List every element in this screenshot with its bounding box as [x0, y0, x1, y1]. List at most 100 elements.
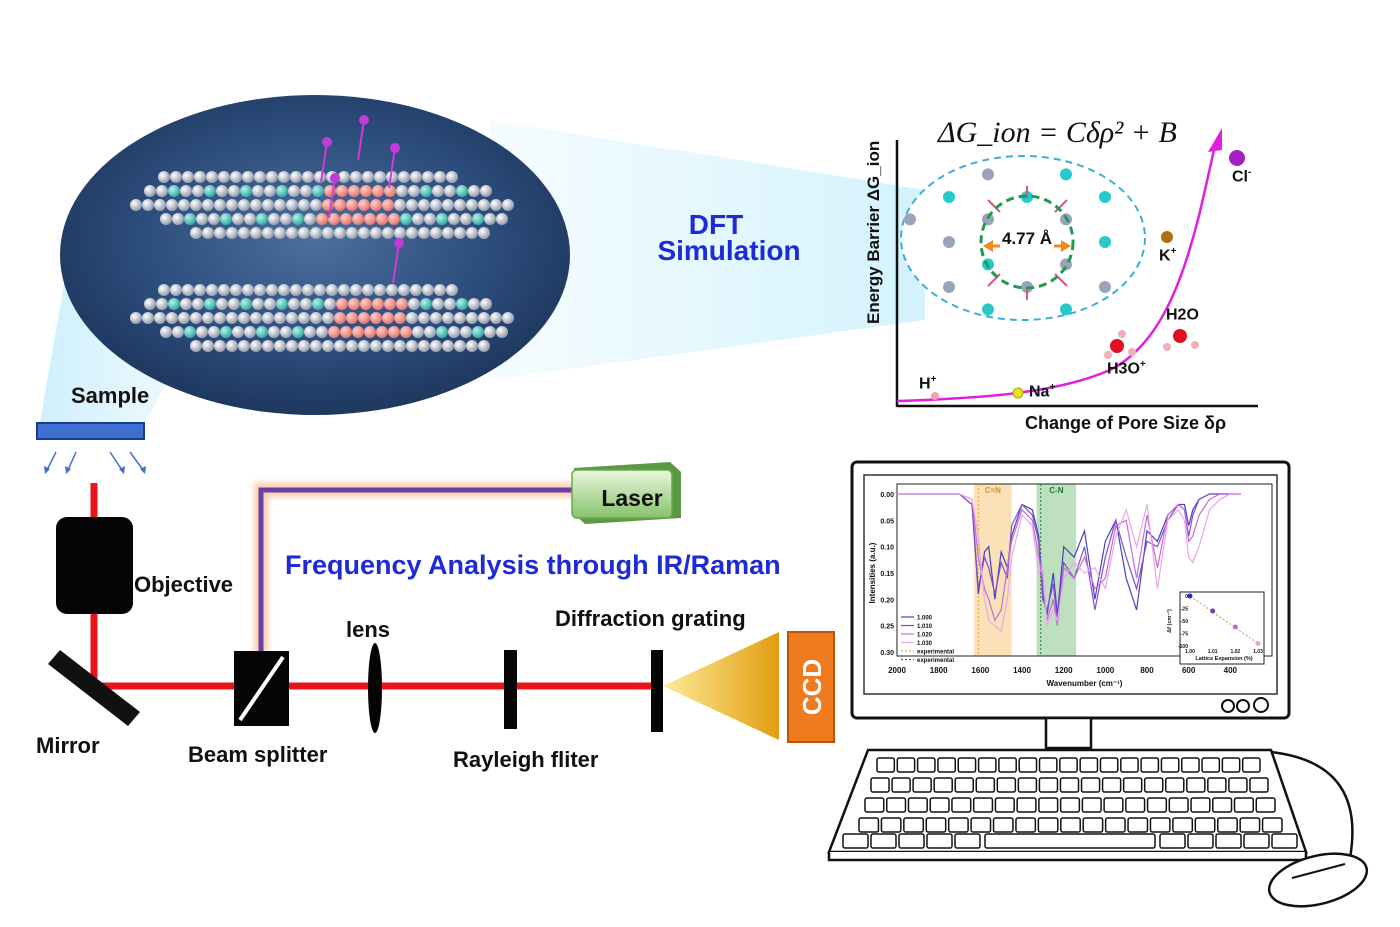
keyboard-key [1120, 757, 1139, 773]
sheet-atom [184, 213, 196, 225]
ion-k-label: K+ [1159, 246, 1177, 265]
sheet-atom [298, 312, 310, 324]
monitor-neck [1044, 716, 1093, 750]
sheet-atom [286, 227, 298, 239]
sheet-atom [310, 312, 322, 324]
sheet-atom [430, 227, 442, 239]
keyboard-key [975, 777, 996, 793]
sheet-atom [448, 213, 460, 225]
sheet-atom [334, 340, 346, 352]
sheet-atom [302, 171, 314, 183]
dft-label-line1: DFT [689, 209, 743, 240]
ccd-label: CCD [797, 659, 827, 715]
sheet-atom [448, 326, 460, 338]
sheet-atom [206, 284, 218, 296]
sheet-atom [430, 199, 442, 211]
keyboard-key [1233, 797, 1255, 813]
objective-label: Objective [134, 572, 234, 597]
keyboard-key [1186, 777, 1206, 793]
sheet-atom [290, 284, 302, 296]
sheet-atom [244, 326, 256, 338]
sheet-atom [180, 185, 192, 197]
sheet-atom [444, 185, 456, 197]
diffraction-grating-label: Diffraction grating [555, 606, 746, 631]
sheet-atom [466, 312, 478, 324]
sheet-atom [232, 326, 244, 338]
diffraction-grating [651, 650, 663, 732]
keyboard-key [951, 797, 972, 813]
sheet-atom [298, 340, 310, 352]
sheet-atom [466, 227, 478, 239]
sheet-atom [370, 199, 382, 211]
sheet-atom [208, 326, 220, 338]
keyboard-key [1221, 757, 1241, 773]
sheet-atom [226, 199, 238, 211]
objective-lens [56, 517, 133, 614]
lattice-atom [1060, 303, 1072, 316]
sheet-atom [220, 326, 232, 338]
keyboard-key [1038, 757, 1058, 773]
sheet-atom [262, 199, 274, 211]
ion-sphere [390, 143, 400, 153]
y-tick-4: 0.20 [880, 597, 894, 604]
sheet-atom [374, 284, 386, 296]
sheet-atom [358, 227, 370, 239]
sheet-atom [310, 227, 322, 239]
sheet-atom [160, 213, 172, 225]
sheet-atom [420, 185, 432, 197]
sheet-atom [410, 171, 422, 183]
keyboard-key [1059, 797, 1081, 813]
sheet-atom [214, 199, 226, 211]
keyboard-key [1159, 833, 1186, 849]
keyboard-key [1255, 797, 1276, 813]
keyboard-key [1018, 757, 1038, 773]
sheet-atom [478, 199, 490, 211]
sheet-atom [252, 185, 264, 197]
lattice-atom [982, 303, 994, 316]
keyboard-key [1216, 817, 1238, 833]
sheet-atom [420, 298, 432, 310]
sheet-atom [328, 213, 340, 225]
legend-label-5: experimental [917, 658, 954, 664]
keyboard-key [1060, 817, 1081, 833]
spectrum-ylabel: Intensities (a.u.) [868, 542, 877, 603]
sheet-atom [238, 227, 250, 239]
sheet-atom [478, 340, 490, 352]
sheet-atom [310, 199, 322, 211]
keyboard-key [998, 757, 1017, 773]
sheet-atom [352, 213, 364, 225]
ion-sphere [394, 238, 404, 248]
sheet-atom [372, 185, 384, 197]
sheet-atom [190, 340, 202, 352]
sheet-atom [142, 312, 154, 324]
sheet-atom [204, 185, 216, 197]
keyboard-key [1201, 757, 1221, 773]
inset-point-0 [1187, 593, 1193, 599]
sheet-atom [252, 298, 264, 310]
x-tick-1400: 1400 [1013, 666, 1031, 675]
keyboard-key [972, 797, 994, 813]
ccd-detector [787, 631, 835, 743]
keyboard-key [1127, 817, 1149, 833]
y-tick-6: 0.30 [880, 650, 894, 657]
inset-y-tick-3: -75 [1181, 632, 1188, 638]
sheet-atom [192, 185, 204, 197]
sheet-atom [166, 312, 178, 324]
series-line-1.000 [897, 493, 1241, 616]
sheet-atom [256, 213, 268, 225]
x-tick-1800: 1800 [930, 666, 948, 675]
sheet-atom [490, 199, 502, 211]
sheet-atom [436, 213, 448, 225]
keyboard-key [864, 797, 885, 813]
sheet-atom [388, 213, 400, 225]
keyboard-key [858, 817, 880, 833]
y-tick-2: 0.10 [880, 545, 894, 552]
laser-label: Laser [601, 485, 662, 511]
inset-fit-line [1189, 595, 1259, 644]
sheet-atom [228, 185, 240, 197]
keyboard-key [916, 757, 936, 773]
legend-label-4: experimental [917, 650, 954, 656]
sheet-atom [502, 199, 514, 211]
sheet-atom [158, 171, 170, 183]
